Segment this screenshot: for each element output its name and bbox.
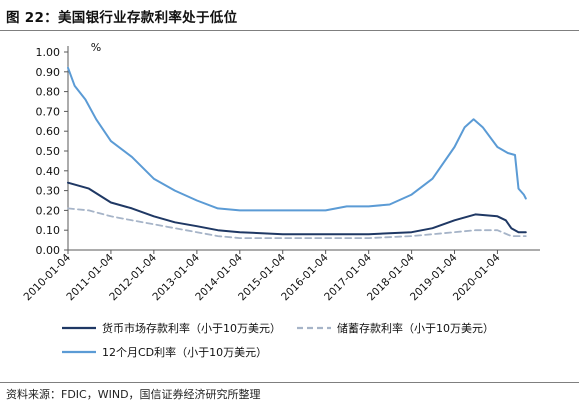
legend-label-2: 12个月CD利率（小于10万美元）	[102, 345, 267, 359]
legend-label-0: 货币市场存款利率（小于10万美元）	[102, 321, 281, 335]
source-note: 资料来源：FDIC，WIND，国信证券经济研究所整理	[6, 388, 261, 401]
series-line-2	[67, 66, 527, 212]
y-tick-label: 0.40	[36, 165, 61, 178]
y-tick-label: 0.90	[36, 66, 61, 79]
y-axis: % 0.00 0.10 0.20 0.30 0.40 0.50 0.60 0.70 0.80 0.9…	[36, 41, 102, 257]
y-tick-label: 0.20	[36, 204, 61, 217]
plot-lines	[67, 66, 527, 240]
figure-title: 图 22：美国银行业存款利率处于低位	[6, 10, 238, 26]
x-axis: 2010-01-042011-01-042012-01-042013-01-04…	[21, 249, 540, 303]
y-tick-label: 1.00	[36, 46, 61, 59]
series-line-0	[67, 181, 527, 236]
legend: 货币市场存款利率（小于10万美元） 储蓄存款利率（小于10万美元） 12个月CD利率…	[62, 321, 494, 359]
series-line-1	[67, 207, 527, 240]
y-unit-label: %	[91, 41, 101, 54]
legend-label-1: 储蓄存款利率（小于10万美元）	[337, 321, 494, 335]
y-tick-label: 0.00	[36, 244, 61, 257]
y-tick-label: 0.80	[36, 86, 61, 99]
source-divider	[0, 382, 579, 383]
figure-title-row: 图 22：美国银行业存款利率处于低位	[0, 2, 579, 30]
y-tick-label: 0.10	[36, 224, 61, 237]
deposit-rate-chart: % 0.00 0.10 0.20 0.30 0.40 0.50 0.60 0.70 0.80 0.9…	[21, 41, 540, 359]
y-tick-label: 0.50	[36, 145, 61, 158]
y-tick-label: 0.60	[36, 125, 61, 138]
y-tick-label: 0.70	[36, 105, 61, 118]
y-tick-label: 0.30	[36, 185, 61, 198]
title-divider	[0, 30, 579, 31]
